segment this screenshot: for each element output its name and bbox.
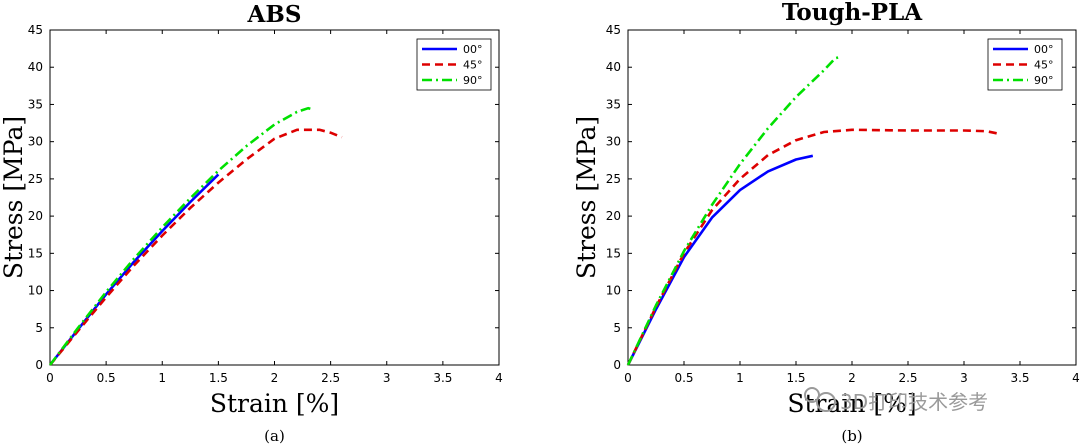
- chart-title: ABS: [247, 1, 302, 28]
- watermark-text: 3D打印技术参考: [840, 390, 988, 414]
- y-axis-label: Stress [MPa]: [0, 116, 28, 279]
- x-tick-label: 1: [158, 371, 166, 385]
- y-tick-label: 0: [613, 358, 621, 372]
- y-tick-label: 0: [35, 358, 43, 372]
- series-line-1: [626, 128, 1002, 366]
- x-tick-label: 2.5: [898, 371, 917, 385]
- y-tick-label: 5: [613, 321, 621, 335]
- x-tick-label: 0.5: [674, 371, 693, 385]
- x-tick-label: 2: [271, 371, 279, 385]
- x-tick-label: 3.5: [433, 371, 452, 385]
- y-tick-label: 25: [28, 172, 43, 186]
- y-tick-label: 15: [606, 246, 621, 260]
- legend-label-0: 00°: [1034, 43, 1054, 56]
- x-tick-label: 4: [495, 371, 503, 385]
- x-tick-label: 0: [624, 371, 632, 385]
- y-tick-label: 10: [606, 284, 621, 298]
- x-tick-label: 0.5: [97, 371, 116, 385]
- y-tick-label: 35: [606, 97, 621, 111]
- x-tick-label: 2: [848, 371, 856, 385]
- y-tick-label: 25: [606, 172, 621, 186]
- legend-label-1: 45°: [463, 59, 483, 72]
- x-tick-label: 3: [960, 371, 968, 385]
- legend: 00° 45° 90°: [987, 38, 1063, 91]
- y-tick-label: 10: [28, 284, 43, 298]
- y-tick-label: 45: [28, 23, 43, 37]
- series-line-0: [48, 173, 220, 366]
- y-tick-label: 30: [28, 135, 43, 149]
- x-tick-label: 4: [1072, 371, 1080, 385]
- wechat-icon: [816, 392, 836, 412]
- y-axis-label: Stress [MPa]: [572, 116, 601, 279]
- series-line-0: [626, 154, 814, 366]
- chart-pla: 0 0.5 1 1.5 2 2.5 3 3.5 405101520253035404500°45…: [572, 0, 1080, 445]
- legend: 00° 45° 90°: [416, 38, 492, 91]
- x-tick-label: 3: [383, 371, 391, 385]
- chart-abs: 0 0.5 1 1.5 2 2.5 3 3.5 405101520253035404500°45…: [0, 1, 503, 445]
- y-tick-label: 40: [28, 60, 43, 74]
- y-tick-label: 40: [606, 60, 621, 74]
- y-tick-label: 45: [606, 23, 621, 37]
- y-tick-label: 20: [28, 209, 43, 223]
- series-line-2: [48, 106, 315, 366]
- y-tick-label: 5: [35, 321, 43, 335]
- wechat-icon-bubble: [804, 387, 820, 403]
- y-tick-label: 30: [606, 135, 621, 149]
- legend-label-1: 45°: [1034, 59, 1054, 72]
- legend-label-2: 90°: [1034, 74, 1054, 87]
- x-tick-label: 3.5: [1010, 371, 1029, 385]
- figure-caption: (a): [264, 427, 285, 445]
- x-axis-label: Strain [%]: [787, 389, 916, 418]
- chart-title: Tough-PLA: [782, 0, 923, 26]
- series-line-1: [48, 128, 343, 366]
- x-tick-label: 1.5: [209, 371, 228, 385]
- y-tick-label: 20: [606, 209, 621, 223]
- y-tick-label: 15: [28, 246, 43, 260]
- watermark: 3D打印技术参考: [804, 387, 988, 414]
- x-tick-label: 0: [46, 371, 54, 385]
- x-axis-label: Strain [%]: [210, 389, 339, 418]
- legend-label-0: 00°: [463, 43, 483, 56]
- x-tick-label: 2.5: [321, 371, 340, 385]
- legend-label-2: 90°: [463, 74, 483, 87]
- figure-caption: (b): [841, 427, 862, 445]
- series-line-2: [626, 55, 842, 366]
- y-tick-label: 35: [28, 97, 43, 111]
- x-tick-label: 1.5: [786, 371, 805, 385]
- x-tick-label: 1: [736, 371, 744, 385]
